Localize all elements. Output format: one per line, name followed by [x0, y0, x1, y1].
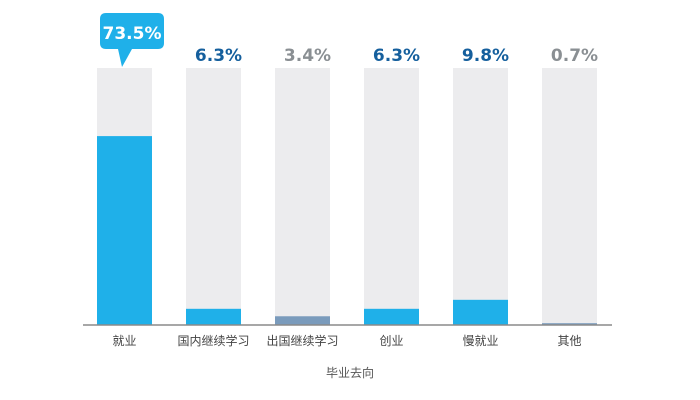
category-label: 出国继续学习	[266, 333, 338, 348]
bar	[275, 316, 330, 325]
category-label: 慢就业	[462, 334, 498, 348]
callout-bubble	[100, 13, 164, 67]
value-label: 73.5%	[103, 24, 162, 44]
bar	[364, 308, 419, 325]
x-axis-title: 毕业去向	[326, 365, 374, 380]
bar-track	[453, 68, 508, 325]
category-label: 国内继续学习	[177, 333, 249, 348]
value-label: 0.7%	[551, 46, 598, 66]
value-labels: 73.5% 6.3% 3.4% 6.3% 9.8% 0.7%	[100, 13, 598, 67]
value-label: 9.8%	[462, 46, 509, 66]
bar	[186, 308, 241, 325]
bar-tracks	[97, 68, 597, 325]
category-label: 其他	[557, 334, 581, 348]
bar-track	[186, 68, 241, 325]
category-label: 就业	[112, 334, 136, 348]
value-label: 6.3%	[195, 46, 242, 66]
category-labels: 就业 国内继续学习 出国继续学习 创业 慢就业 其他	[112, 333, 581, 348]
value-label: 6.3%	[373, 46, 420, 66]
bar-track	[275, 68, 330, 325]
value-label: 3.4%	[284, 46, 331, 66]
bar	[542, 323, 597, 325]
bars	[97, 136, 597, 325]
bar	[97, 136, 152, 325]
bar-track	[364, 68, 419, 325]
bar	[453, 299, 508, 325]
bar-track	[542, 68, 597, 325]
category-label: 创业	[379, 334, 403, 348]
